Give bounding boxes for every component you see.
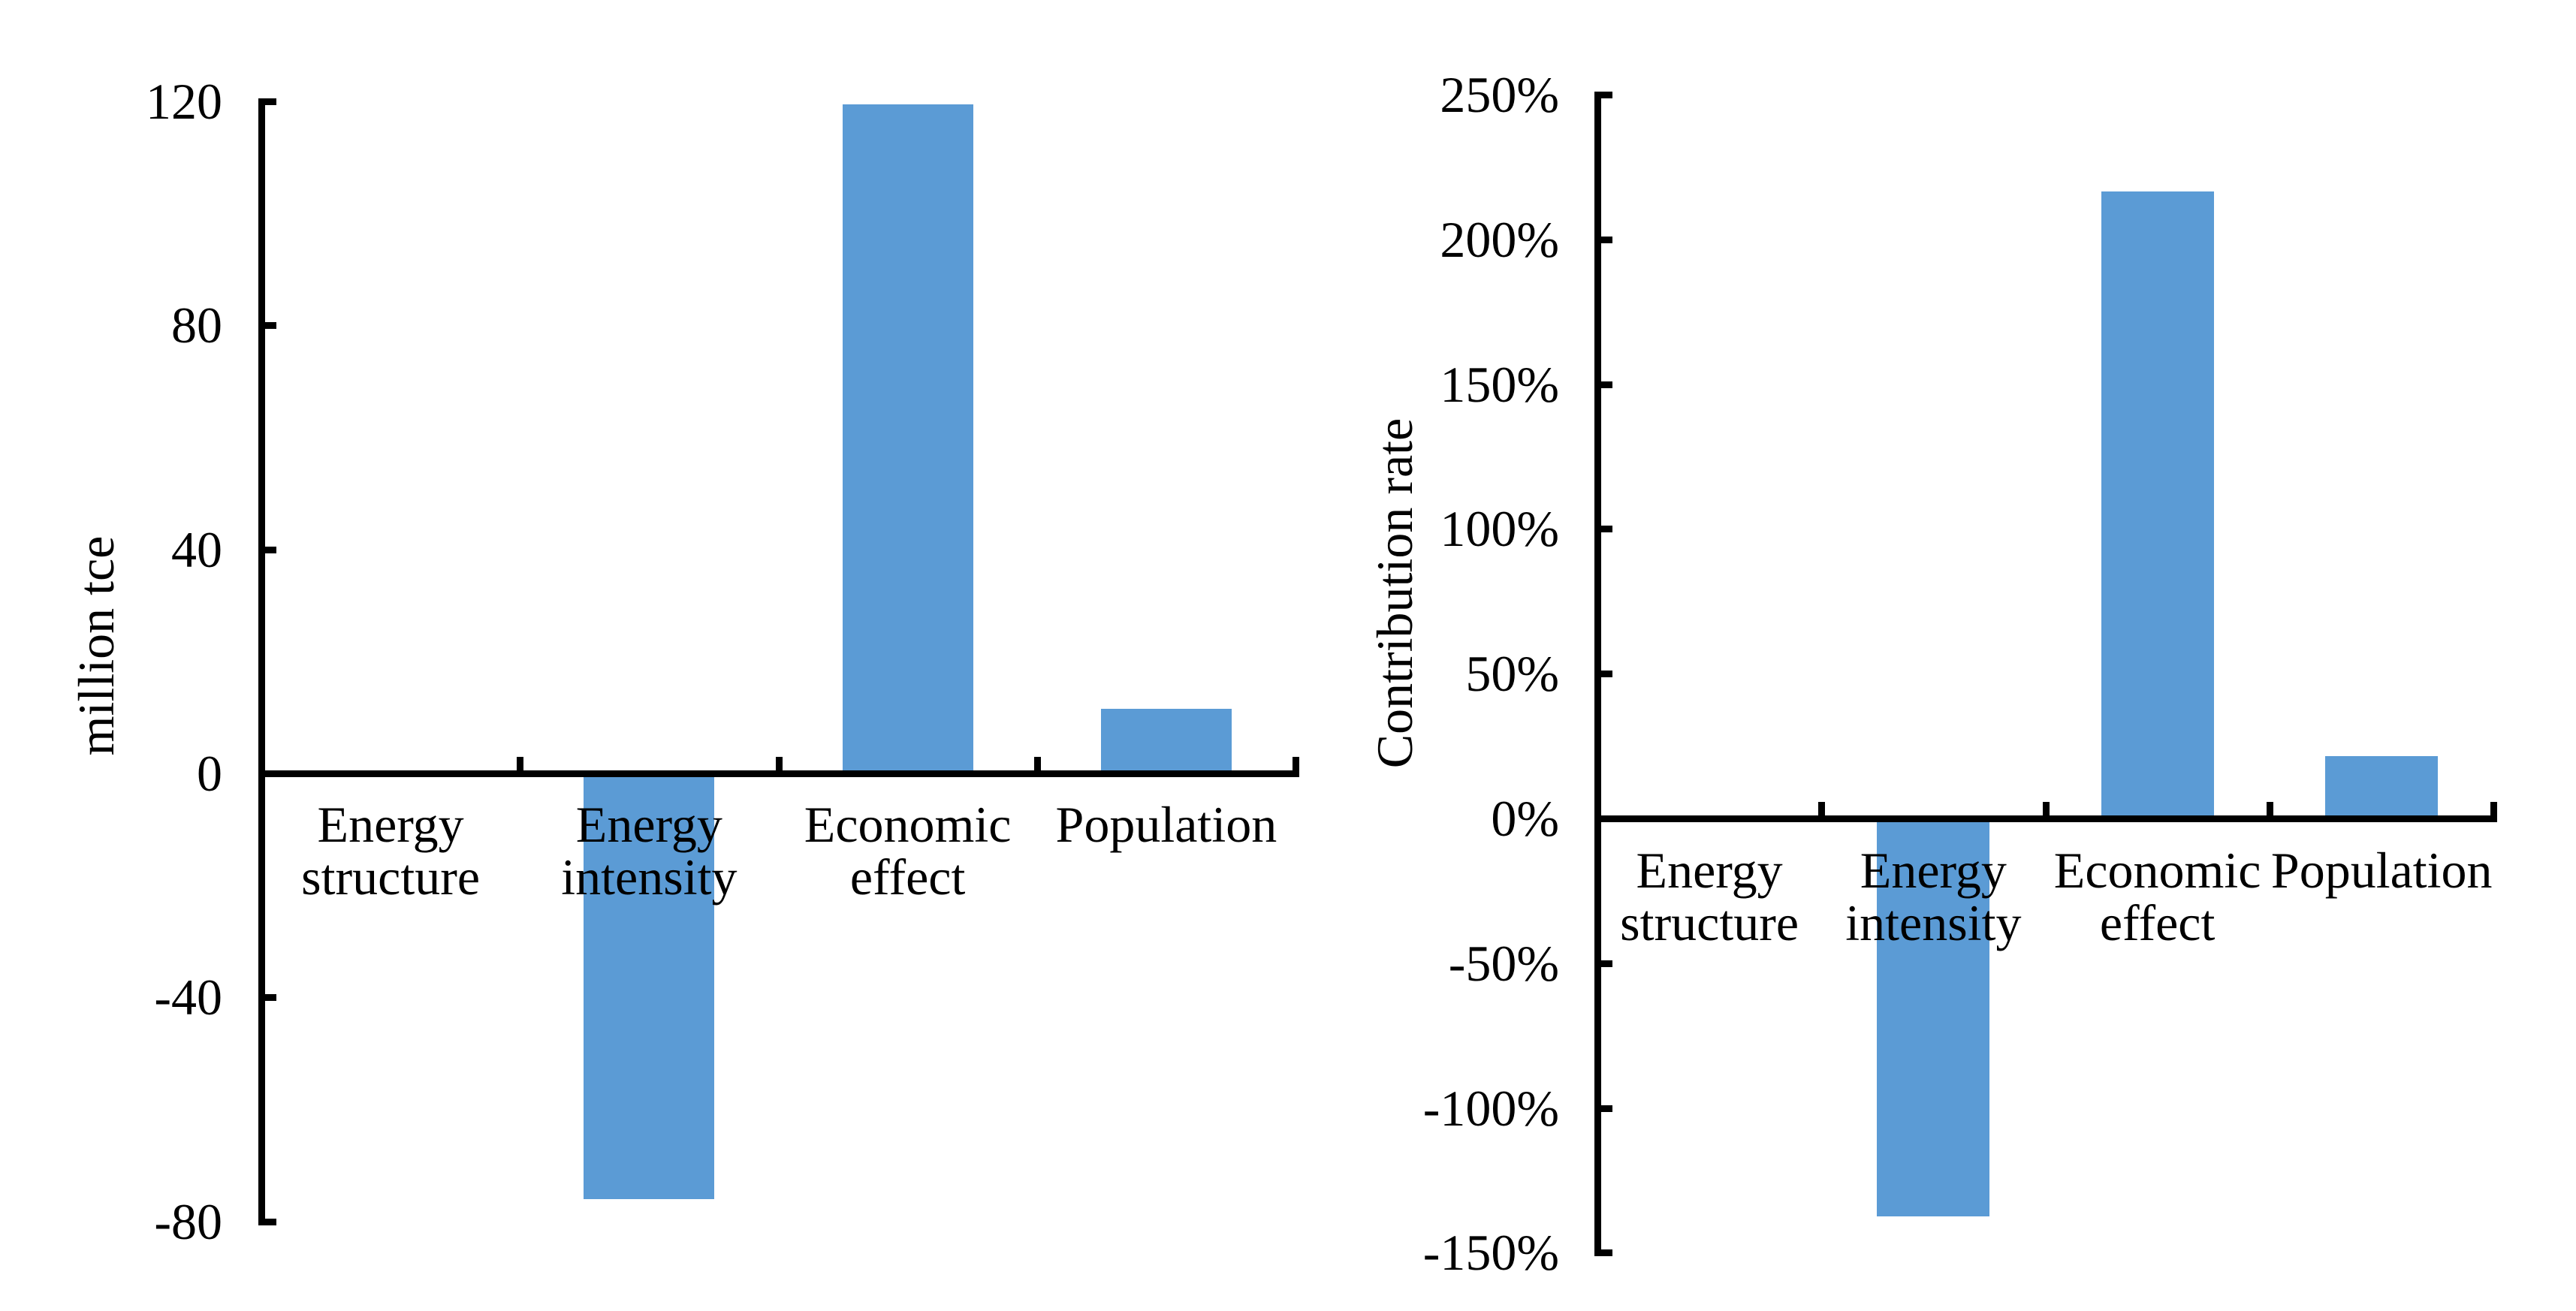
x-tick-mark <box>1293 757 1299 777</box>
x-tick-mark <box>2490 802 2497 822</box>
bar-population <box>2324 756 2438 818</box>
y-tick-mark <box>258 546 276 553</box>
y-tick-mark <box>1594 1105 1612 1112</box>
y-axis <box>258 98 265 1225</box>
y-tick-mark <box>1594 526 1612 533</box>
y-tick-label: -80 <box>154 1192 222 1250</box>
bar-economic-effect <box>842 104 973 773</box>
bar-economic-effect <box>2101 191 2214 818</box>
y-tick-mark <box>258 994 276 1002</box>
y-tick-mark <box>258 1218 276 1225</box>
y-tick-mark <box>1594 671 1612 678</box>
category-label-energy-intensity: Energy intensity <box>1845 842 2022 951</box>
y-tick-mark <box>1594 236 1612 243</box>
y-tick-mark <box>258 322 276 330</box>
category-label-energy-structure: Energy structure <box>301 796 481 906</box>
y-tick-label: 40 <box>171 520 222 578</box>
y-tick-label: 100% <box>1440 500 1559 558</box>
y-tick-label: -150% <box>1422 1224 1559 1282</box>
y-tick-label: 50% <box>1465 645 1559 703</box>
x-tick-mark <box>775 757 783 777</box>
y-tick-label: -100% <box>1422 1079 1559 1137</box>
category-label-economic-effect: Economic effect <box>804 796 1012 906</box>
category-label-energy-structure: Energy structure <box>1620 842 1799 951</box>
y-tick-label: 0% <box>1491 790 1559 847</box>
y-tick-label: -40 <box>154 969 222 1026</box>
y-tick-label: 0 <box>197 745 222 802</box>
bar-energy-intensity <box>1877 818 1990 1217</box>
y-tick-mark <box>1594 815 1612 822</box>
x-tick-mark <box>1033 757 1041 777</box>
y-tick-label: 150% <box>1440 355 1559 413</box>
y-tick-mark <box>1594 960 1612 967</box>
bar-energy-intensity <box>584 773 715 1199</box>
x-tick-mark <box>2266 802 2273 822</box>
y-tick-label: 250% <box>1440 66 1559 123</box>
y-tick-mark <box>258 98 276 105</box>
y-tick-mark <box>1594 381 1612 388</box>
y-tick-label: 120 <box>146 73 222 130</box>
x-tick-mark <box>517 757 524 777</box>
y-tick-mark <box>1594 92 1612 98</box>
y-tick-label: 200% <box>1440 210 1559 268</box>
category-label-economic-effect: Economic effect <box>2053 842 2261 951</box>
x-tick-mark <box>2042 802 2050 822</box>
y-tick-mark <box>1594 1249 1612 1257</box>
y-tick-label: -50% <box>1448 934 1559 992</box>
bar-population <box>1100 709 1232 773</box>
category-label-population: Population <box>2270 842 2493 899</box>
y-tick-label: 80 <box>171 297 222 354</box>
category-label-population: Population <box>1055 796 1277 853</box>
category-label-energy-intensity: Energy intensity <box>561 796 738 906</box>
x-tick-mark <box>1818 802 1826 822</box>
y-tick-mark <box>258 770 276 777</box>
